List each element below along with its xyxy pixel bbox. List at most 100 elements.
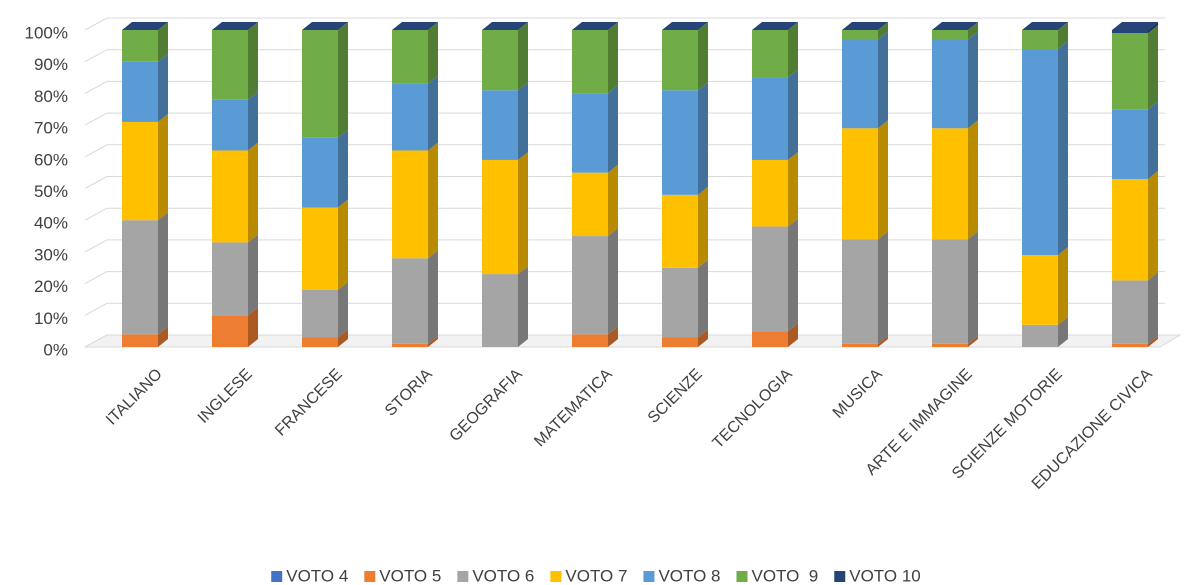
bar-side bbox=[518, 151, 528, 275]
x-tick-label: GEOGRAFIA bbox=[447, 366, 527, 446]
bar-side bbox=[788, 218, 798, 332]
bar-top bbox=[392, 22, 438, 30]
x-tick-label: MATEMATICA bbox=[531, 366, 616, 451]
bar bbox=[572, 93, 608, 173]
bar-side bbox=[1148, 335, 1158, 347]
legend-swatch bbox=[736, 571, 748, 582]
bar bbox=[212, 315, 248, 347]
legend-label: VOTO 6 bbox=[472, 566, 534, 585]
bar-side bbox=[968, 231, 978, 344]
y-tick-label: 90% bbox=[34, 55, 68, 74]
bar bbox=[122, 334, 158, 347]
bar-top bbox=[752, 22, 798, 30]
bar bbox=[1022, 255, 1058, 325]
legend: VOTO 4 VOTO 5 VOTO 6 VOTO 7 VOTO 8 VOTO 9 VOTO… bbox=[271, 566, 921, 585]
y-tick-label: 40% bbox=[34, 214, 68, 233]
bar bbox=[122, 121, 158, 221]
bar bbox=[842, 239, 878, 344]
bar-side bbox=[338, 199, 348, 290]
bar bbox=[662, 90, 698, 195]
bar-side bbox=[1058, 22, 1068, 50]
bar-side bbox=[608, 326, 618, 347]
bar-side bbox=[788, 69, 798, 160]
bar-side bbox=[1058, 316, 1068, 347]
bar bbox=[212, 30, 248, 100]
bar-side bbox=[1148, 101, 1158, 179]
bar bbox=[572, 172, 608, 237]
bar-side bbox=[698, 259, 708, 338]
grid-line bbox=[84, 112, 1165, 126]
bar bbox=[932, 239, 968, 344]
bar-side bbox=[338, 329, 348, 347]
bar bbox=[1022, 49, 1058, 256]
bar bbox=[482, 274, 518, 347]
bar-side bbox=[1148, 170, 1158, 281]
x-tick-label: MUSICA bbox=[830, 366, 886, 422]
grid-line bbox=[84, 207, 1165, 221]
bar-top bbox=[662, 22, 708, 30]
bar bbox=[572, 30, 608, 94]
bar-side bbox=[248, 234, 258, 316]
bar-side bbox=[608, 164, 618, 237]
grid-line bbox=[84, 271, 1165, 285]
bar bbox=[392, 30, 428, 84]
x-tick-label: STORIA bbox=[382, 366, 436, 420]
bar-side bbox=[968, 335, 978, 347]
bar bbox=[1112, 280, 1148, 344]
bar bbox=[842, 39, 878, 129]
bar bbox=[212, 99, 248, 151]
y-tick-label: 100% bbox=[25, 23, 68, 42]
bar bbox=[1112, 109, 1148, 179]
bar-side bbox=[698, 22, 708, 91]
bar-side bbox=[158, 113, 168, 221]
x-tick-label: FRANCESE bbox=[272, 366, 346, 440]
legend-swatch bbox=[271, 571, 283, 582]
bar-side bbox=[428, 142, 438, 259]
bar bbox=[1112, 178, 1148, 281]
grid-line bbox=[84, 176, 1165, 189]
grid-line bbox=[84, 17, 1165, 31]
y-tick-label: 10% bbox=[34, 309, 68, 328]
bar bbox=[842, 30, 878, 40]
bar-side bbox=[158, 212, 168, 335]
bar-side bbox=[248, 142, 258, 243]
bar bbox=[932, 30, 968, 40]
grid-line bbox=[84, 49, 1165, 63]
y-tick-label: 60% bbox=[34, 150, 68, 169]
y-tick-label: 70% bbox=[34, 119, 68, 138]
bar bbox=[482, 30, 518, 91]
legend-label: VOTO 5 bbox=[379, 566, 441, 585]
bar bbox=[842, 128, 878, 240]
bar-top bbox=[302, 22, 348, 30]
legend-swatch bbox=[643, 571, 655, 582]
bar bbox=[752, 159, 788, 227]
y-tick-label: 80% bbox=[34, 87, 68, 106]
bar-side bbox=[698, 186, 708, 268]
bar-side bbox=[248, 22, 258, 100]
bar bbox=[392, 83, 428, 151]
bar-side bbox=[968, 31, 978, 129]
bar-side bbox=[428, 335, 438, 347]
bar bbox=[482, 159, 518, 275]
y-tick-label: 0% bbox=[43, 340, 68, 359]
bar bbox=[752, 226, 788, 332]
bar bbox=[662, 267, 698, 338]
bar-side bbox=[1058, 41, 1068, 256]
bar bbox=[572, 334, 608, 347]
bar bbox=[212, 242, 248, 316]
bar bbox=[932, 343, 968, 347]
legend-label: VOTO 4 bbox=[286, 566, 348, 585]
bar-top bbox=[842, 22, 888, 30]
bar-side bbox=[878, 31, 888, 129]
bar-top bbox=[122, 22, 168, 30]
grid-line bbox=[84, 302, 1165, 316]
legend-swatch bbox=[364, 571, 376, 582]
bar-side bbox=[698, 82, 708, 195]
bar-top bbox=[572, 22, 618, 30]
bar-side bbox=[1148, 22, 1158, 34]
bar-top bbox=[212, 22, 258, 30]
bar-side bbox=[878, 231, 888, 344]
legend-swatch bbox=[457, 571, 469, 582]
bar-side bbox=[158, 326, 168, 347]
y-tick-label: 30% bbox=[34, 245, 68, 264]
